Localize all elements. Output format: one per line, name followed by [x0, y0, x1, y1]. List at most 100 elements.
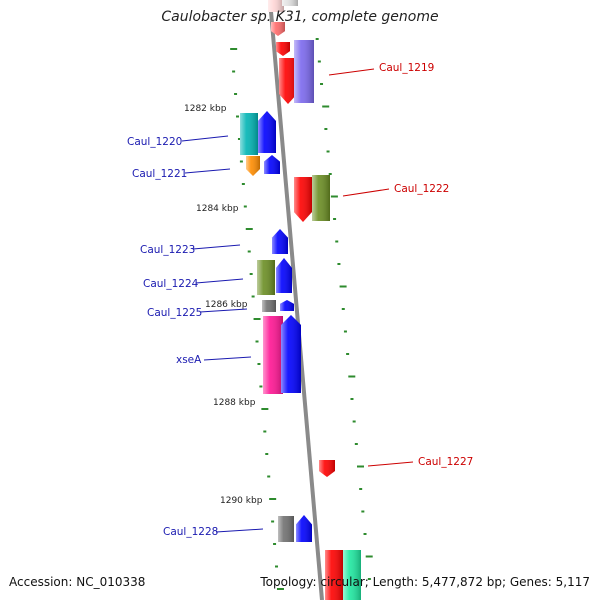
gene-labels: Caul_1219 Caul_1220 Caul_1221 Caul_1222 Caul… [127, 62, 473, 538]
gene-caul-1228[interactable] [278, 516, 294, 542]
gene-label-caul-1223[interactable]: Caul_1223 [140, 244, 195, 256]
scale-tick [322, 105, 330, 108]
scale-tick [255, 340, 259, 343]
gene-label-caul-1227[interactable]: Caul_1227 [418, 456, 473, 468]
scale-tick [257, 363, 261, 365]
gene-feature-partial[interactable] [343, 550, 361, 600]
gene-caul-1219[interactable] [276, 42, 290, 56]
scale-tick [359, 488, 363, 490]
leader-line-caul-1219 [328, 68, 375, 76]
scale-tick [343, 330, 347, 333]
gene-label-caul-1220[interactable]: Caul_1220 [127, 136, 182, 148]
gene-label-caul-1221[interactable]: Caul_1221 [132, 168, 187, 180]
leader-line-caul-1225 [199, 308, 248, 313]
scale-tick [320, 83, 324, 85]
gene-feature-partial[interactable] [271, 22, 285, 36]
scale-label: 1284 kbp [196, 204, 239, 214]
scale-tick [269, 498, 277, 500]
scale-tick [365, 555, 373, 558]
scale-tick [259, 385, 263, 388]
scale-tick [271, 520, 275, 523]
gene-caul-1225[interactable] [262, 300, 276, 312]
scale-tick [234, 93, 238, 95]
scale-tick [275, 565, 279, 568]
gene-features [240, 0, 361, 600]
gene-label-caul-1224[interactable]: Caul_1224 [143, 278, 199, 290]
gene-caul-1221-neighbor[interactable] [264, 155, 280, 174]
scale-tick [346, 353, 350, 355]
gene-caul-1228-neighbor[interactable] [296, 515, 312, 542]
scale-tick [341, 308, 345, 310]
scale-tick [328, 173, 332, 175]
gene-caul-1224[interactable] [257, 260, 275, 295]
scale-tick [333, 218, 337, 220]
map-title: Caulobacter sp. K31, complete genome [161, 9, 439, 25]
scale-tick [247, 250, 251, 253]
gene-label-caul-1228[interactable]: Caul_1228 [163, 526, 218, 538]
gene-caul-1219-neighbor[interactable] [294, 40, 314, 103]
scale-tick [263, 430, 267, 433]
scale-tick [330, 195, 338, 198]
genome-backbone [268, 0, 324, 600]
gene-caul-1220[interactable] [240, 113, 258, 155]
leader-line-caul-1222 [342, 188, 390, 197]
scale-tick [354, 443, 358, 445]
gene-label-caul-1222[interactable]: Caul_1222 [394, 183, 449, 195]
gene-xsea-neighbor[interactable] [281, 315, 301, 393]
scale-tick [267, 475, 271, 478]
scale-tick [245, 228, 253, 230]
leader-line-caul-1220 [181, 135, 229, 142]
scale-tick [230, 48, 238, 50]
leader-line-caul-1223 [192, 244, 241, 250]
gene-label-caul-1225[interactable]: Caul_1225 [147, 307, 202, 319]
scale-tick [367, 578, 371, 580]
scale-tick [251, 295, 255, 298]
scale-tick [326, 150, 330, 153]
gene-caul-1224-neighbor[interactable] [276, 258, 292, 293]
scale-tick [348, 375, 356, 378]
genome-summary-text: Topology: circular; Length: 5,477,872 bp… [260, 575, 590, 589]
gene-xsea[interactable] [263, 316, 283, 394]
gene-label-xsea[interactable]: xseA [176, 354, 202, 366]
leader-line-caul-1227 [367, 461, 414, 467]
gene-caul-1222[interactable] [294, 177, 312, 222]
leader-line-caul-1228 [215, 528, 264, 533]
scale-tick [324, 128, 328, 130]
scale-labels: 1282 kbp 1284 kbp 1286 kbp 1288 kbp 1290 kbp [184, 104, 263, 506]
scale-tick [363, 533, 367, 535]
accession-text: Accession: NC_010338 [9, 575, 146, 589]
scale-tick [276, 588, 284, 590]
leader-line-caul-1224 [195, 278, 244, 284]
scale-label: 1288 kbp [213, 398, 256, 408]
scale-label: 1282 kbp [184, 104, 227, 114]
scale-tick [241, 183, 245, 185]
gene-caul-1221[interactable] [246, 156, 260, 176]
gene-caul-1223[interactable] [272, 229, 288, 254]
leader-line-xsea [203, 356, 252, 361]
scale-tick [315, 38, 319, 40]
gene-feature-partial[interactable] [282, 0, 298, 6]
scale-tick [236, 115, 240, 118]
gene-caul-1220-neighbor[interactable] [258, 111, 276, 153]
leader-line-caul-1221 [184, 168, 231, 174]
gene-caul-1225-neighbor[interactable] [280, 300, 294, 311]
gene-caul-1219[interactable] [279, 58, 297, 104]
scale-tick [361, 510, 365, 513]
gene-feature-partial[interactable] [268, 0, 284, 12]
scale-tick [352, 420, 356, 423]
gene-label-caul-1219[interactable]: Caul_1219 [379, 62, 434, 74]
scale-tick [273, 543, 277, 545]
scale-tick [253, 318, 261, 320]
gene-caul-1227[interactable] [319, 460, 335, 477]
scale-tick [239, 160, 243, 163]
scale-tick [339, 285, 347, 288]
scale-tick [350, 398, 354, 400]
scale-tick [243, 205, 247, 208]
gene-caul-1222-neighbor[interactable] [312, 175, 330, 221]
scale-label: 1286 kbp [205, 300, 248, 310]
gene-feature-partial[interactable] [325, 550, 343, 600]
scale-tick [337, 263, 341, 265]
scale-tick [261, 408, 269, 410]
scale-tick [335, 240, 339, 243]
scale-tick [249, 273, 253, 275]
